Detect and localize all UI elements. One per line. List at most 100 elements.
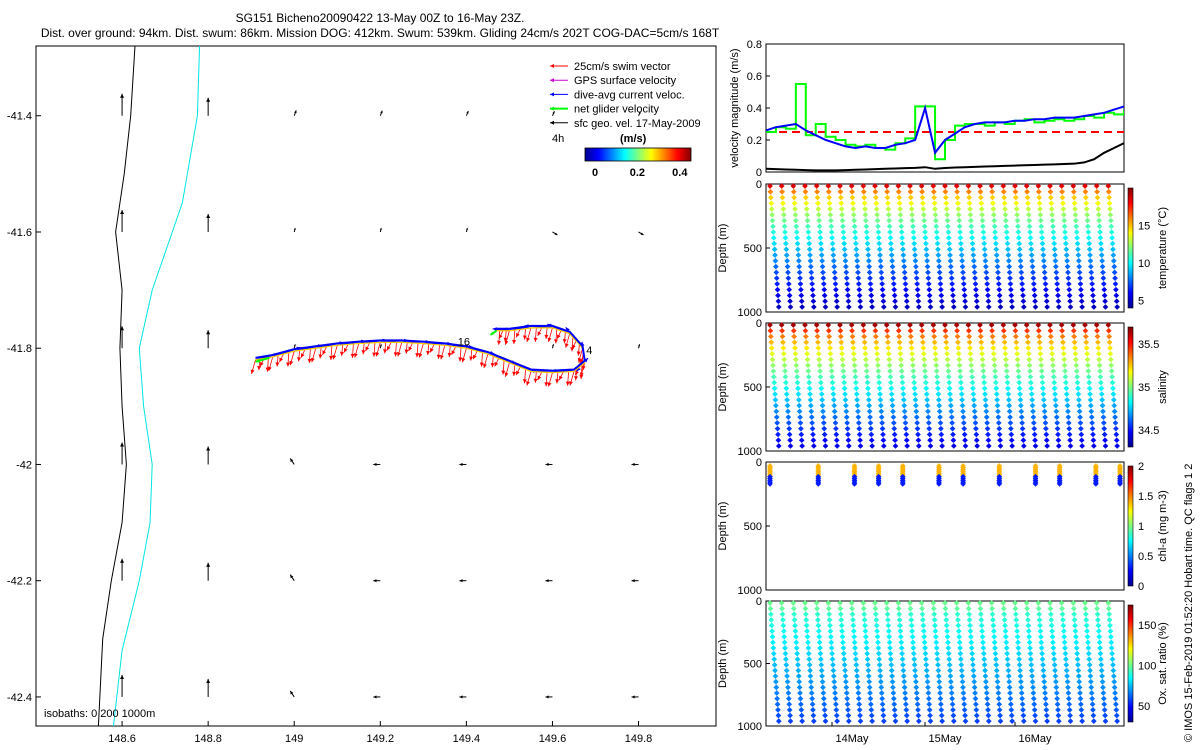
profile-point: [890, 269, 896, 276]
profile-point: [845, 718, 852, 724]
profile-point: [911, 379, 918, 386]
profile-point: [946, 240, 953, 247]
profile-point: [821, 286, 828, 293]
profile-point: [820, 281, 827, 287]
profile-point: [1031, 701, 1038, 708]
swim-vector-arrow: [564, 333, 571, 348]
profile-point: [1100, 414, 1107, 420]
profile-point: [1071, 333, 1078, 340]
profile-point: [843, 408, 850, 415]
profile-point: [880, 707, 886, 713]
profile-point: [947, 252, 953, 258]
profile-point: [863, 217, 869, 224]
profile-point: [1112, 695, 1119, 702]
profile-point: [933, 356, 939, 363]
profile-point: [850, 200, 856, 207]
profile-point: [897, 350, 904, 357]
profile-point: [1050, 362, 1056, 369]
profile-point: [851, 217, 858, 224]
profile-point: [1007, 414, 1013, 420]
profile-point: [772, 397, 779, 403]
profile-point: [888, 240, 894, 247]
profile-point: [849, 333, 856, 340]
profile-point: [1054, 281, 1060, 287]
profile-point: [985, 304, 992, 310]
profile-point: [1018, 690, 1025, 696]
velocity-series-line: [766, 83, 1124, 161]
profile-point: [1051, 656, 1058, 663]
profile-point: [844, 281, 850, 287]
profile-point: [877, 667, 883, 674]
profile-point: [1074, 240, 1081, 247]
profile-point: [972, 281, 979, 287]
profile-point: [1049, 217, 1056, 224]
swim-vector-arrow: [393, 342, 398, 357]
profile-point: [1051, 385, 1058, 392]
profile-point: [783, 246, 790, 253]
profile-point: [834, 304, 840, 310]
profile-point: [803, 622, 810, 629]
profile-point: [937, 281, 944, 287]
profile-point: [1099, 678, 1106, 685]
profile-point: [1018, 269, 1025, 276]
profile-point: [1110, 246, 1116, 253]
profile-point: [955, 206, 962, 212]
velocity-y-tick-label: 0.8: [747, 39, 762, 51]
profile-point: [1094, 333, 1101, 340]
profile-point: [996, 425, 1003, 432]
profile-point: [1078, 701, 1084, 708]
profile-point: [1106, 333, 1113, 340]
profile-point: [1012, 600, 1018, 606]
profile-point: [956, 223, 963, 230]
profile-point: [888, 252, 895, 258]
profile-point: [1109, 650, 1115, 657]
profile-point: [792, 622, 798, 629]
profile-point: [791, 333, 798, 340]
profile-point: [948, 414, 955, 420]
profile-point: [931, 200, 938, 207]
profile-point: [1073, 217, 1079, 224]
profile-point: [1029, 263, 1036, 270]
profile-point: [981, 656, 988, 663]
profile-point: [995, 275, 1002, 281]
profile-point: [968, 229, 975, 235]
profile-point: [887, 650, 894, 657]
profile-point: [784, 673, 790, 679]
profile-point: [821, 707, 828, 713]
profile-point: [1079, 718, 1085, 724]
profile-point: [980, 229, 987, 235]
profile-point: [957, 650, 964, 657]
profile-point: [1073, 645, 1080, 651]
map-y-tick-label: -42: [16, 459, 32, 471]
profile-point: [808, 402, 814, 409]
profile-point: [945, 639, 951, 646]
profile-point: [839, 633, 846, 640]
profile-point: [989, 333, 996, 340]
profile-point: [1088, 684, 1095, 691]
profile-point: [780, 628, 787, 634]
profile-point: [922, 645, 928, 651]
profile-point: [816, 362, 823, 369]
profile-point: [885, 350, 892, 357]
profile-point: [1055, 707, 1061, 713]
profile-point: [841, 385, 848, 392]
geo-velocity-arrow: [638, 344, 641, 349]
swim-vector-arrow: [275, 355, 280, 367]
profile-point: [1108, 633, 1114, 640]
swim-vector-arrow: [576, 344, 581, 356]
profile-point: [1005, 258, 1012, 264]
profile-point: [913, 263, 919, 270]
profile-point: [1044, 304, 1050, 310]
profile-point: [1006, 269, 1013, 276]
profile-point: [962, 443, 969, 449]
profile-point: [1025, 206, 1032, 212]
profile-point: [837, 322, 843, 328]
profile-point: [902, 420, 909, 426]
profile-point: [1060, 206, 1067, 212]
profile-point: [935, 667, 942, 674]
profile-point: [972, 275, 978, 281]
profile-point: [912, 667, 918, 674]
profile-point: [903, 286, 909, 293]
profile-point: [1094, 605, 1100, 612]
profile-point: [1085, 223, 1091, 230]
